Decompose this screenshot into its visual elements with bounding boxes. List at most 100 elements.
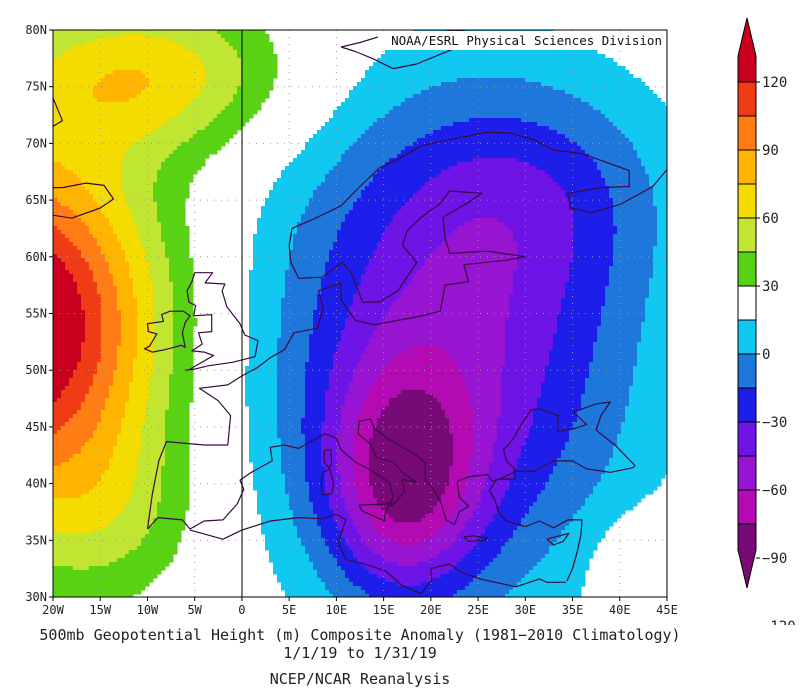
field-cell	[533, 82, 538, 87]
field-cell	[649, 130, 654, 135]
field-cell	[621, 142, 626, 147]
field-cell	[541, 158, 546, 163]
field-cell	[457, 134, 462, 139]
field-cell	[85, 102, 90, 107]
field-cell	[413, 182, 418, 187]
field-cell	[109, 30, 114, 35]
field-cell	[77, 150, 82, 155]
field-cell	[73, 162, 78, 167]
field-cell	[549, 70, 554, 75]
field-cell	[237, 122, 242, 127]
field-cell	[145, 158, 150, 163]
field-cell	[217, 50, 222, 55]
field-cell	[449, 134, 454, 139]
field-cell	[469, 78, 474, 83]
field-cell	[589, 58, 594, 63]
field-cell	[81, 126, 86, 131]
field-cell	[117, 158, 122, 163]
field-cell	[245, 78, 250, 83]
field-cell	[505, 74, 510, 79]
field-cell	[381, 158, 386, 163]
field-cell	[257, 54, 262, 59]
field-cell	[581, 146, 586, 151]
field-cell	[353, 102, 358, 107]
field-cell	[621, 82, 626, 87]
field-cell	[185, 158, 190, 163]
field-cell	[65, 110, 70, 115]
field-cell	[341, 174, 346, 179]
field-cell	[637, 94, 642, 99]
field-cell	[625, 94, 630, 99]
field-cell	[121, 78, 126, 83]
field-cell	[193, 94, 198, 99]
field-cell	[165, 118, 170, 123]
field-cell	[433, 170, 438, 175]
field-cell	[177, 86, 182, 91]
field-cell	[549, 166, 554, 171]
field-cell	[405, 82, 410, 87]
field-cell	[81, 134, 86, 139]
field-cell	[345, 178, 350, 183]
field-cell	[453, 58, 458, 63]
field-cell	[461, 118, 466, 123]
field-cell	[105, 98, 110, 103]
field-cell	[301, 158, 306, 163]
field-cell	[481, 162, 486, 167]
field-cell	[129, 146, 134, 151]
field-cell	[593, 146, 598, 151]
field-cell	[597, 122, 602, 127]
field-cell	[53, 150, 58, 155]
field-cell	[413, 86, 418, 91]
field-cell	[585, 142, 590, 147]
field-cell	[269, 74, 274, 79]
field-cell	[353, 182, 358, 187]
field-cell	[237, 58, 242, 63]
field-cell	[421, 178, 426, 183]
field-cell	[533, 90, 538, 95]
field-cell	[305, 174, 310, 179]
field-cell	[465, 102, 470, 107]
field-cell	[101, 126, 106, 131]
field-cell	[141, 126, 146, 131]
field-cell	[121, 102, 126, 107]
field-cell	[393, 162, 398, 167]
field-cell	[561, 98, 566, 103]
field-cell	[421, 70, 426, 75]
field-cell	[329, 158, 334, 163]
field-cell	[433, 82, 438, 87]
field-cell	[113, 42, 118, 47]
field-cell	[145, 82, 150, 87]
field-cell	[113, 62, 118, 67]
field-cell	[429, 166, 434, 171]
field-cell	[581, 150, 586, 155]
field-cell	[117, 90, 122, 95]
field-cell	[181, 166, 186, 171]
field-cell	[325, 186, 330, 191]
field-cell	[593, 170, 598, 175]
field-cell	[337, 142, 342, 147]
field-cell	[125, 42, 130, 47]
field-cell	[517, 138, 522, 143]
field-cell	[617, 94, 622, 99]
field-cell	[333, 122, 338, 127]
field-cell	[121, 42, 126, 47]
field-cell	[553, 62, 558, 67]
field-cell	[561, 122, 566, 127]
field-cell	[113, 74, 118, 79]
field-cell	[225, 82, 230, 87]
field-cell	[421, 122, 426, 127]
field-cell	[457, 130, 462, 135]
field-cell	[85, 46, 90, 51]
field-cell	[53, 134, 58, 139]
field-cell	[89, 126, 94, 131]
field-cell	[365, 118, 370, 123]
field-cell	[417, 126, 422, 131]
field-cell	[593, 102, 598, 107]
field-cell	[117, 98, 122, 103]
field-cell	[449, 174, 454, 179]
field-cell	[165, 62, 170, 67]
field-cell	[405, 138, 410, 143]
field-cell	[285, 186, 290, 191]
field-cell	[589, 138, 594, 143]
field-cell	[181, 182, 186, 187]
